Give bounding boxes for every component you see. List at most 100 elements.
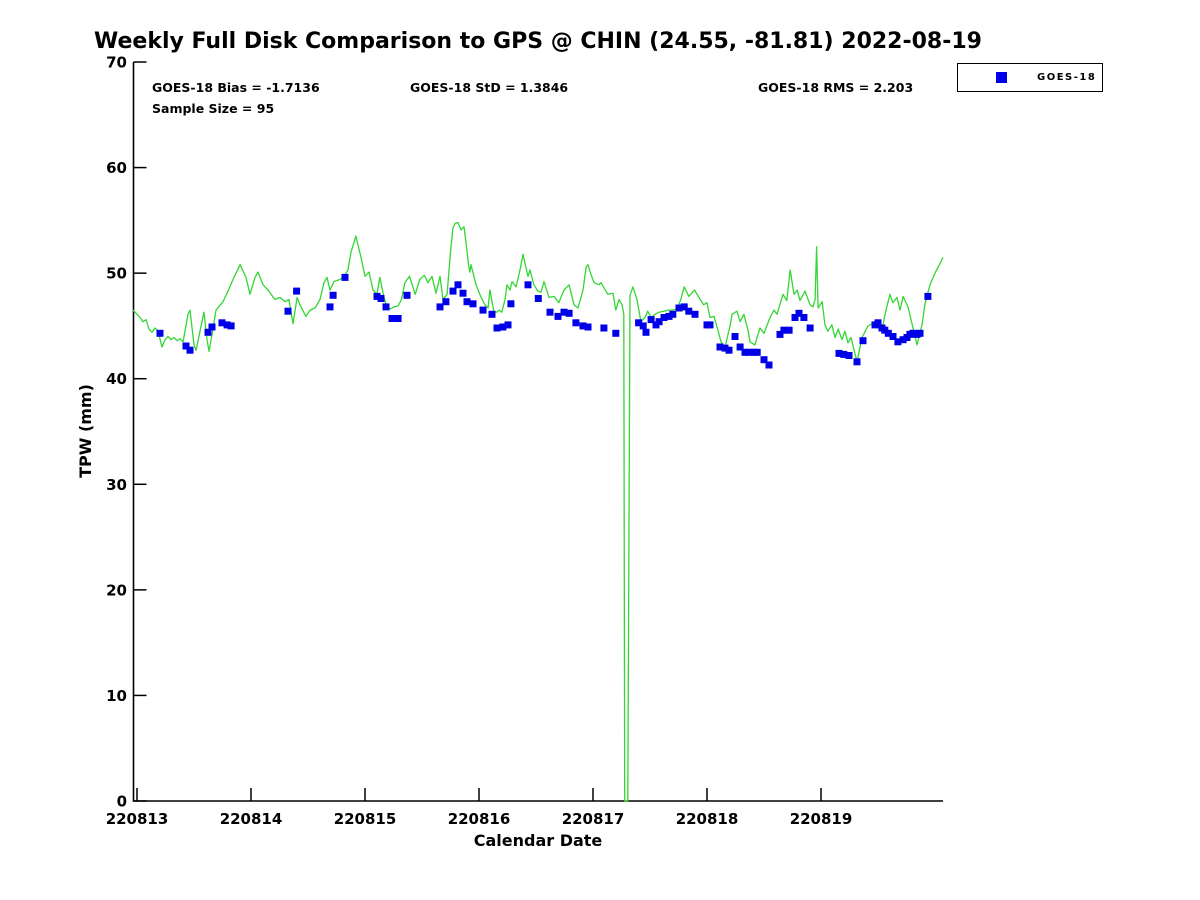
goes18-marker bbox=[909, 329, 917, 337]
goes18-marker bbox=[725, 346, 733, 354]
goes18-marker bbox=[889, 333, 897, 340]
goes18-marker bbox=[554, 312, 562, 320]
goes18-marker bbox=[845, 352, 853, 359]
goes18-marker bbox=[731, 333, 739, 340]
x-tick-label: 220816 bbox=[448, 810, 511, 828]
goes18-marker bbox=[840, 350, 848, 358]
legend-box: GOES-18 bbox=[957, 63, 1103, 92]
goes18-marker bbox=[442, 298, 450, 306]
goes18-marker bbox=[382, 303, 390, 311]
goes18-marker bbox=[716, 343, 724, 351]
goes18-marker bbox=[791, 314, 799, 321]
goes18-marker bbox=[493, 324, 501, 332]
goes18-marker bbox=[835, 349, 843, 357]
goes18-marker bbox=[600, 324, 608, 332]
goes18-marker bbox=[227, 322, 235, 330]
goes18-marker bbox=[660, 314, 668, 321]
goes18-marker bbox=[388, 315, 396, 322]
goes18-marker bbox=[534, 295, 542, 302]
y-tick-label: 70 bbox=[106, 54, 127, 72]
goes18-marker bbox=[488, 310, 496, 318]
stat-std: GOES-18 StD = 1.3846 bbox=[410, 80, 569, 95]
goes18-marker bbox=[284, 307, 292, 315]
goes18-marker bbox=[329, 291, 337, 299]
x-tick-label: 220814 bbox=[220, 810, 283, 828]
goes18-markers bbox=[156, 273, 932, 369]
goes18-marker bbox=[403, 291, 411, 299]
goes18-marker bbox=[685, 307, 693, 315]
x-tick-label: 220813 bbox=[106, 810, 169, 828]
goes18-marker bbox=[204, 328, 212, 336]
goes18-marker bbox=[665, 312, 673, 320]
goes18-marker bbox=[546, 308, 554, 316]
y-tick-label: 10 bbox=[106, 687, 127, 705]
x-axis-label: Calendar Date bbox=[474, 831, 603, 850]
goes18-marker bbox=[924, 292, 932, 300]
y-tick-label: 0 bbox=[117, 793, 127, 811]
goes18-marker bbox=[572, 319, 580, 327]
y-tick-label: 20 bbox=[106, 581, 127, 599]
y-tick-label: 30 bbox=[106, 476, 127, 494]
goes18-marker bbox=[642, 328, 650, 336]
goes18-marker bbox=[436, 303, 444, 311]
goes18-marker bbox=[884, 329, 892, 337]
goes18-marker bbox=[675, 304, 683, 312]
goes18-marker bbox=[218, 319, 226, 327]
goes18-marker bbox=[760, 356, 768, 364]
goes18-marker bbox=[469, 300, 477, 308]
goes18-marker bbox=[916, 329, 924, 337]
goes18-marker bbox=[394, 315, 402, 322]
goes18-marker bbox=[560, 308, 568, 316]
goes18-marker bbox=[524, 281, 532, 289]
stat-rms: GOES-18 RMS = 2.203 bbox=[758, 80, 914, 95]
goes18-marker bbox=[223, 321, 231, 329]
goes18-marker bbox=[579, 322, 587, 330]
goes18-marker bbox=[156, 329, 164, 337]
goes18-marker bbox=[669, 310, 677, 318]
goes18-marker bbox=[680, 303, 688, 311]
goes18-marker bbox=[853, 358, 861, 366]
x-tick-label: 220817 bbox=[562, 810, 625, 828]
goes18-marker bbox=[449, 287, 457, 295]
goes18-marker bbox=[507, 300, 515, 308]
x-tick-label: 220819 bbox=[790, 810, 853, 828]
goes18-marker bbox=[859, 337, 867, 345]
goes18-marker bbox=[499, 323, 507, 331]
goes18-marker bbox=[800, 314, 808, 321]
goes18-marker bbox=[874, 319, 882, 327]
goes18-marker bbox=[479, 306, 487, 314]
legend-label: GOES-18 bbox=[1037, 72, 1097, 83]
y-axis-label: TPW (mm) bbox=[76, 384, 95, 478]
y-tick-label: 60 bbox=[106, 159, 127, 177]
goes18-marker bbox=[373, 292, 381, 300]
x-tick-label: 220818 bbox=[676, 810, 739, 828]
goes18-marker bbox=[463, 298, 471, 306]
goes18-marker bbox=[584, 323, 592, 331]
legend-marker-icon bbox=[996, 72, 1007, 83]
goes18-marker bbox=[293, 287, 301, 295]
goes18-marker bbox=[765, 361, 773, 369]
goes18-marker bbox=[639, 322, 647, 330]
goes18-marker bbox=[377, 295, 385, 302]
goes18-marker bbox=[459, 289, 467, 297]
goes18-marker bbox=[899, 336, 907, 344]
y-tick-label: 40 bbox=[106, 370, 127, 388]
goes18-marker bbox=[655, 318, 663, 326]
goes18-marker bbox=[691, 310, 699, 318]
goes18-marker bbox=[736, 343, 744, 351]
stat-sample-size: Sample Size = 95 bbox=[152, 101, 275, 116]
goes18-marker bbox=[186, 346, 194, 354]
goes18-marker bbox=[326, 303, 334, 311]
goes18-marker bbox=[780, 326, 788, 334]
goes18-marker bbox=[647, 316, 655, 324]
chart-title: Weekly Full Disk Comparison to GPS @ CHI… bbox=[94, 29, 982, 54]
goes18-marker bbox=[741, 348, 749, 356]
goes18-marker bbox=[208, 323, 216, 331]
goes18-marker bbox=[182, 342, 190, 350]
x-tick-label: 220815 bbox=[334, 810, 397, 828]
goes18-marker bbox=[635, 319, 643, 327]
goes18-marker bbox=[785, 326, 793, 334]
goes18-marker bbox=[341, 273, 349, 281]
goes18-marker bbox=[806, 324, 814, 332]
goes18-marker bbox=[454, 281, 462, 289]
